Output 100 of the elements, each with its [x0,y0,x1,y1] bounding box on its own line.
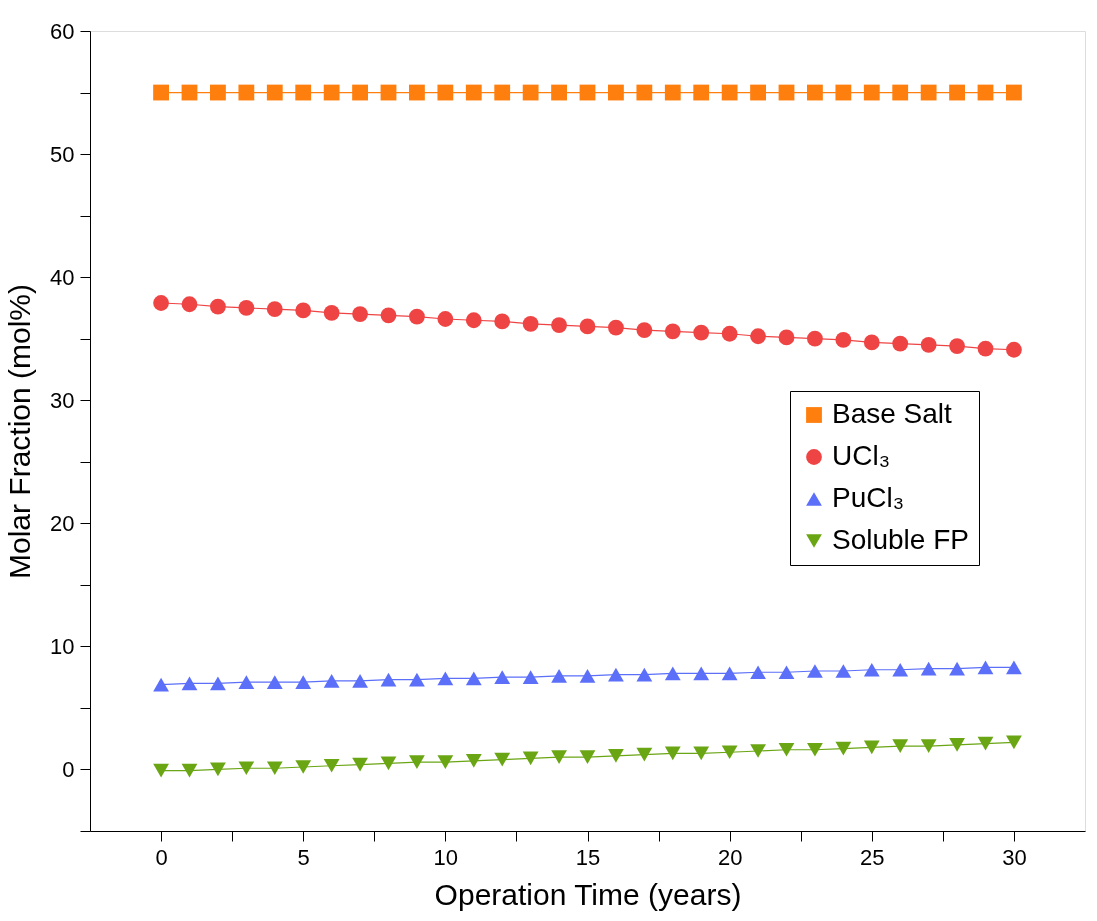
point [238,84,255,101]
point [266,761,283,776]
point [352,757,368,772]
x-tick-label: 20 [717,844,743,870]
point [352,674,368,688]
point [863,662,880,677]
point [1006,735,1022,750]
point [977,340,994,357]
point [693,324,710,341]
point [266,301,283,318]
point [949,84,965,101]
point [636,322,653,338]
point [238,675,255,689]
point [181,676,198,691]
point [295,675,312,689]
point [750,744,766,758]
point [465,754,482,768]
point [153,677,169,692]
x-tick-label: 0 [155,844,168,870]
point [721,84,738,101]
point [920,84,937,101]
point [807,84,823,101]
point [522,670,539,684]
point [664,323,681,340]
point [295,760,312,774]
point [522,751,539,766]
legend-label: PuCl₃ [832,482,905,513]
point [721,666,738,681]
point [181,296,198,313]
point [1006,84,1022,101]
point [323,84,340,101]
point [750,84,766,101]
point [892,662,909,677]
point [693,84,710,101]
point [664,84,681,101]
point [551,317,567,334]
point [551,84,567,101]
point [210,762,226,777]
x-tick-label: 15 [575,844,601,870]
point [409,84,425,101]
point [1006,660,1022,675]
legend-label: Base Salt [832,398,953,429]
point [437,311,454,327]
x-tick-label: 30 [1002,844,1027,870]
point [835,84,852,101]
y-tick-label: 0 [62,756,75,782]
point [153,763,169,778]
point [949,738,965,752]
point [636,747,653,762]
point [892,335,909,352]
point [636,84,653,101]
point [949,338,965,354]
point [664,666,681,681]
point [551,669,567,683]
point [920,336,937,353]
point [778,742,795,757]
point [437,84,454,101]
point [608,84,624,101]
point [437,755,454,769]
point [636,667,653,682]
y-tick-label: 40 [50,264,75,290]
point [579,318,596,335]
point [807,742,823,757]
point [608,319,624,336]
point [551,750,567,764]
point [949,661,965,676]
point [579,669,596,683]
point [437,671,454,686]
point [920,661,937,676]
point [238,761,255,776]
point [295,302,312,319]
point [153,84,169,101]
point [977,736,994,751]
point [266,675,283,689]
point [608,667,624,682]
x-tick-label: 5 [297,844,310,870]
point [210,84,226,101]
point [210,298,226,315]
point [664,746,681,761]
point [1006,341,1022,358]
legend-label: Soluble FP [832,524,969,555]
point [977,84,994,101]
y-tick-label: 20 [50,510,75,536]
point [835,332,852,348]
point [380,307,397,324]
point [352,306,368,322]
point [579,84,596,101]
point [380,756,397,771]
point [494,670,511,684]
point [721,745,738,760]
point [977,660,994,675]
point [465,671,482,686]
point [863,334,880,351]
point [522,316,539,332]
point [380,672,397,687]
point [323,674,340,688]
point [920,739,937,753]
point [892,84,909,101]
point [778,665,795,680]
point [778,84,795,101]
